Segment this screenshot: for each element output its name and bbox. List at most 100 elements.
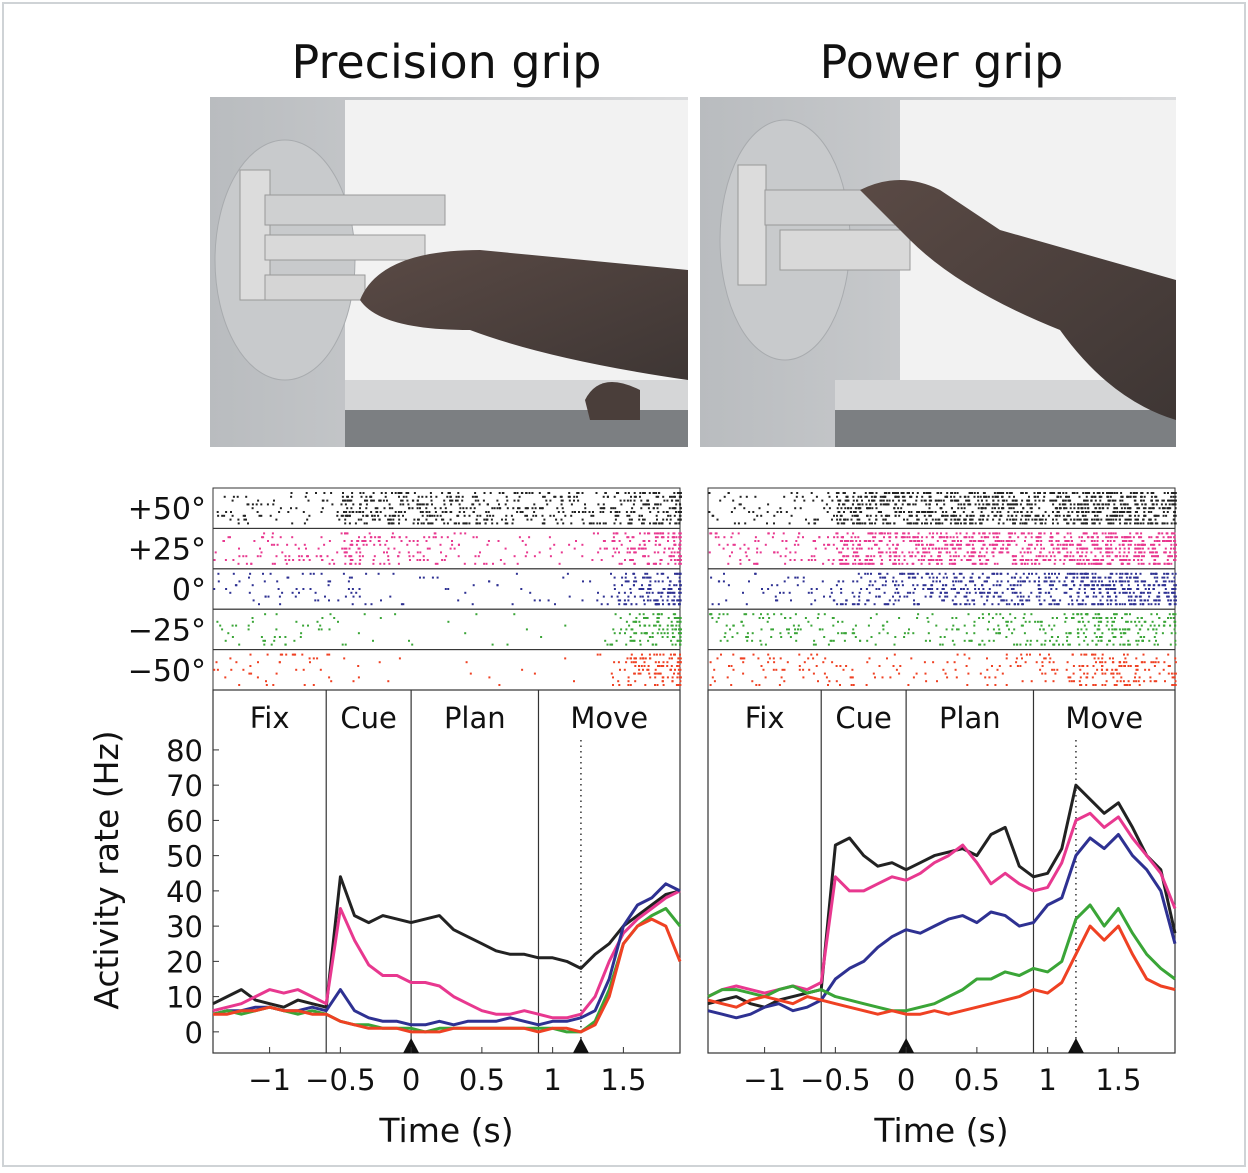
spike	[464, 592, 466, 594]
spike	[1080, 603, 1082, 605]
spike	[373, 492, 375, 494]
spike	[854, 536, 856, 538]
spike	[881, 559, 883, 561]
spike	[610, 573, 612, 575]
spike	[668, 532, 670, 534]
spike	[1149, 551, 1151, 553]
spike	[912, 503, 914, 505]
spike	[645, 632, 647, 634]
spike	[994, 507, 996, 509]
spike	[852, 592, 854, 594]
spike	[967, 588, 969, 590]
spike	[674, 596, 676, 598]
spike	[648, 532, 650, 534]
spike	[486, 563, 488, 565]
spike	[963, 503, 965, 505]
spike	[667, 676, 669, 678]
spike	[612, 684, 614, 686]
spike	[642, 657, 644, 659]
spike	[1001, 599, 1003, 601]
spike	[910, 522, 912, 524]
spike	[1110, 548, 1112, 550]
spike	[630, 684, 632, 686]
spike	[252, 621, 254, 623]
spike	[479, 503, 481, 505]
spike	[841, 559, 843, 561]
spike	[925, 596, 927, 598]
spike	[971, 599, 973, 601]
spike	[1026, 503, 1028, 505]
spike	[1024, 563, 1026, 565]
spike	[860, 511, 862, 513]
spike	[748, 559, 750, 561]
spike	[882, 522, 884, 524]
spike	[1012, 592, 1014, 594]
spike	[754, 496, 756, 498]
spike	[457, 599, 459, 601]
spike	[1134, 544, 1136, 546]
spike	[1140, 636, 1142, 638]
spike	[1094, 496, 1096, 498]
spike	[1100, 621, 1102, 623]
spike	[676, 621, 678, 623]
spike	[1078, 507, 1080, 509]
spike	[975, 503, 977, 505]
spike	[921, 522, 923, 524]
spike	[743, 507, 745, 509]
spike	[1129, 592, 1131, 594]
spike	[309, 657, 311, 659]
spike	[1106, 644, 1108, 646]
spike	[980, 515, 982, 517]
spike	[986, 496, 988, 498]
spike	[342, 492, 344, 494]
spike	[1158, 625, 1160, 627]
spike	[917, 584, 919, 586]
spike	[963, 519, 965, 521]
spike	[892, 544, 894, 546]
spike	[627, 599, 629, 601]
spike	[1081, 613, 1083, 615]
spike	[371, 500, 373, 502]
spike	[894, 503, 896, 505]
spike	[1023, 617, 1025, 619]
spike	[871, 559, 873, 561]
spike	[1085, 522, 1087, 524]
spike	[912, 577, 914, 579]
spike	[718, 580, 720, 582]
spike	[644, 544, 646, 546]
y-tick-label: 20	[166, 945, 203, 979]
spike	[1152, 621, 1154, 623]
spike	[278, 588, 280, 590]
spike	[507, 507, 509, 509]
spike	[852, 532, 854, 534]
spike	[1140, 551, 1142, 553]
spike	[847, 563, 849, 565]
spike	[522, 511, 524, 513]
spike	[842, 580, 844, 582]
spike	[955, 522, 957, 524]
spike	[756, 515, 758, 517]
spike	[337, 621, 339, 623]
spike	[1144, 503, 1146, 505]
spike	[619, 669, 621, 671]
spike	[437, 577, 439, 579]
spike	[811, 559, 813, 561]
spike	[1015, 500, 1017, 502]
spike	[635, 603, 637, 605]
spike	[1085, 492, 1087, 494]
spike	[1054, 563, 1056, 565]
spike	[320, 555, 322, 557]
spike	[915, 548, 917, 550]
spike	[1019, 644, 1021, 646]
spike	[520, 588, 522, 590]
spike	[1153, 507, 1155, 509]
spike	[1028, 548, 1030, 550]
spike	[894, 559, 896, 561]
spike	[894, 636, 896, 638]
spike	[727, 613, 729, 615]
spike	[1038, 577, 1040, 579]
spike	[1126, 555, 1128, 557]
spike	[921, 511, 923, 513]
spike	[640, 644, 642, 646]
spike	[882, 532, 884, 534]
